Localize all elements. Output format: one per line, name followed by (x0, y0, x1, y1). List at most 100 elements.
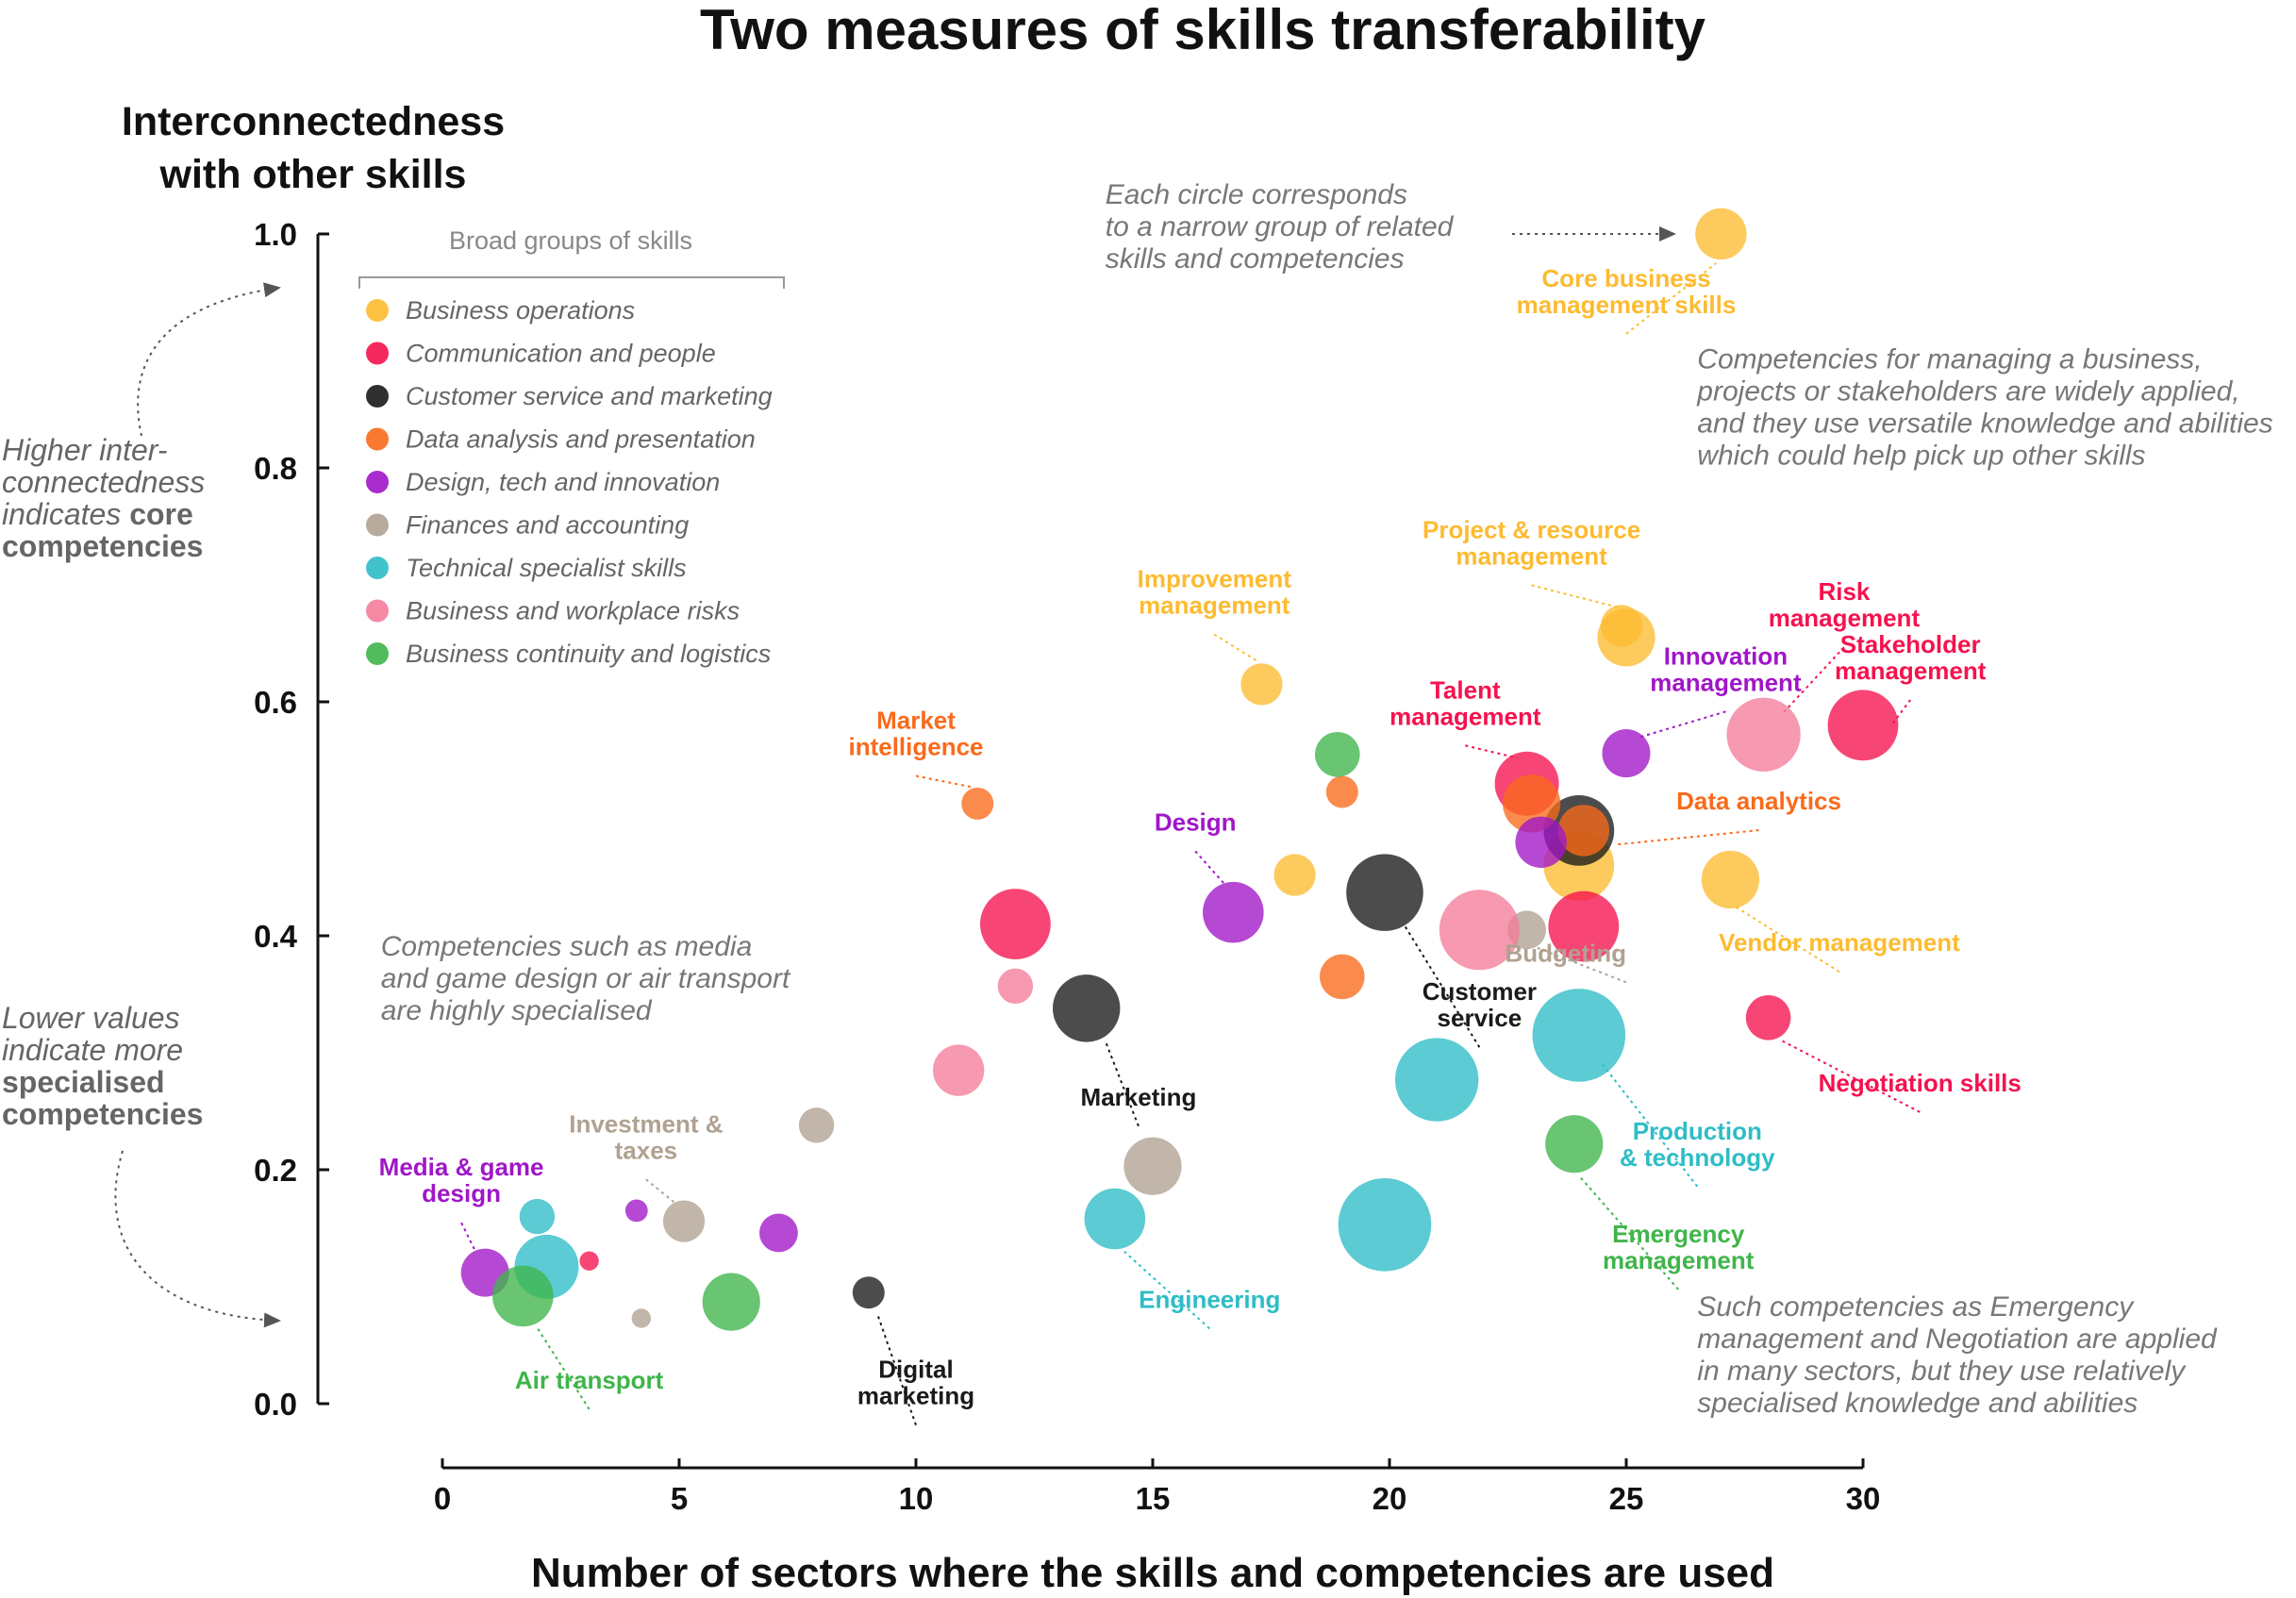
label-leader-line (1465, 744, 1518, 759)
y-tick-label: 0.8 (254, 451, 297, 486)
point-label: Project & resource management (1423, 515, 1640, 570)
bubble-design (1602, 729, 1651, 778)
y-tick-label: 0.0 (254, 1387, 297, 1422)
bubble-fin (631, 1308, 652, 1328)
side-note-arrow-up (137, 282, 281, 437)
point-label-line: Digital (878, 1356, 953, 1384)
legend-swatch-design (366, 471, 389, 493)
legend-swatch-biz (366, 299, 389, 322)
point-label-line: Customer (1423, 977, 1537, 1006)
label-leader-line (1531, 584, 1622, 609)
bubble-tech (1395, 1038, 1479, 1122)
x-tick-label: 0 (434, 1481, 451, 1516)
point-label: Risk management (1769, 577, 1921, 632)
label-leader-line (915, 774, 973, 789)
side-note-line: Higher inter- (2, 433, 167, 467)
point-label-line: management (1389, 702, 1541, 730)
y-axis-label: Interconnectedness with other skills (122, 99, 505, 197)
legend-label-design: Design, tech and innovation (406, 468, 720, 496)
legend-swatch-cont (366, 642, 389, 665)
bubble-tech (1338, 1177, 1432, 1272)
annotation-text-line: Competencies such as media (381, 931, 753, 962)
annotation-text-line: specialised knowledge and abilities (1697, 1388, 2138, 1419)
annotation-text-line: to a narrow group of related (1106, 211, 1455, 242)
label-leader-line (1194, 850, 1225, 884)
point-label-line: Project & resource (1423, 515, 1640, 543)
bubble-data (1557, 805, 1610, 857)
point-label-line: Core business (1541, 264, 1710, 292)
point-label-line: taxes (615, 1136, 678, 1164)
point-label-line: Emergency (1612, 1220, 1745, 1248)
point-label: Innovation management (1650, 641, 1802, 696)
point-label: Media & game design (379, 1153, 544, 1207)
side-note: Lower values indicate more specialised comp… (2, 1001, 203, 1131)
y-tick-label: 0.4 (254, 919, 298, 954)
annotation-text-line: and game design or air transport (381, 963, 791, 994)
bubble-comm (1827, 690, 1899, 761)
y-tick-label: 0.2 (254, 1153, 297, 1188)
bubble-cust (1346, 854, 1423, 931)
annotation-text-line: Such competencies as Emergency (1697, 1291, 2135, 1323)
point-label-line: Media & game (379, 1153, 544, 1181)
side-note-line: specialised (2, 1065, 165, 1099)
side-note-line: competencies (2, 1097, 203, 1131)
point-label: Air transport (515, 1366, 664, 1394)
point-label: Data analytics (1676, 787, 1841, 815)
point-label: Emergency management (1603, 1220, 1755, 1274)
chart-title: Two measures of skills transferability (700, 0, 1706, 61)
legend-swatch-fin (366, 513, 389, 537)
point-label: Budgeting (1505, 939, 1626, 967)
label-leader-line (645, 1178, 675, 1204)
point-label-line: Vendor management (1719, 928, 1960, 957)
x-axis-label: Number of sectors where the skills and c… (531, 1550, 1774, 1596)
point-label: Marketing (1081, 1083, 1197, 1111)
point-label-line: management (1456, 541, 1607, 570)
point-label: Stakeholder management (1835, 630, 1987, 685)
label-leader-line (1578, 1174, 1679, 1290)
side-note-line: Lower values (2, 1001, 180, 1035)
point-label: Design (1155, 807, 1237, 836)
x-tick-label: 15 (1136, 1481, 1171, 1516)
bubble-cust (1053, 974, 1121, 1042)
legend-bracket (358, 276, 785, 289)
point-label-line: Marketing (1081, 1083, 1197, 1111)
label-leader-line (1781, 646, 1845, 715)
legend-title: Broad groups of skills (449, 226, 692, 255)
point-label-line: Talent (1430, 675, 1501, 704)
side-note: Higher inter-connectedness indicates core… (2, 433, 205, 563)
bubble-biz (1695, 208, 1747, 260)
x-tick-label: 5 (671, 1481, 688, 1516)
label-leader-line (1734, 906, 1840, 973)
bubble-tech (1532, 989, 1626, 1082)
legend-label-data: Data analysis and presentation (406, 425, 756, 454)
y-tick-label: 1.0 (254, 217, 297, 252)
bubble-cust (852, 1276, 885, 1309)
label-leader-line (1616, 829, 1759, 846)
point-label-line: Investment & (569, 1109, 723, 1138)
y-axis-label-line: with other skills (159, 152, 467, 197)
label-leader-line (1536, 946, 1627, 984)
x-tick-label: 10 (899, 1481, 934, 1516)
legend-label-tech: Technical specialist skills (406, 554, 687, 582)
point-label: Market intelligence (848, 707, 983, 761)
legend-label-cust: Customer service and marketing (406, 382, 773, 410)
bubble-fin (798, 1107, 835, 1143)
bubble-comm (1548, 891, 1620, 962)
x-tick-label: 20 (1373, 1481, 1407, 1516)
annotation-text: Such competencies as Emergency management… (1697, 1291, 2218, 1419)
point-label-line: intelligence (848, 733, 983, 761)
point-label-line: Market (876, 707, 956, 735)
point-label: Investment & taxes (569, 1109, 723, 1164)
bubble-comm (579, 1251, 599, 1271)
label-leader-line (1213, 633, 1257, 662)
point-label: Customer service (1423, 977, 1537, 1032)
legend-label-biz: Business operations (406, 296, 635, 325)
annotation-text-line: Each circle corresponds (1106, 179, 1407, 210)
point-label-line: Budgeting (1505, 939, 1626, 967)
bubble-data (1320, 954, 1365, 1000)
annotation-text-line: and they use versatile knowledge and abi… (1697, 408, 2272, 440)
bubble-biz (1701, 850, 1760, 909)
legend-label-cont: Business continuity and logistics (406, 640, 771, 668)
label-leader-line (536, 1326, 591, 1410)
